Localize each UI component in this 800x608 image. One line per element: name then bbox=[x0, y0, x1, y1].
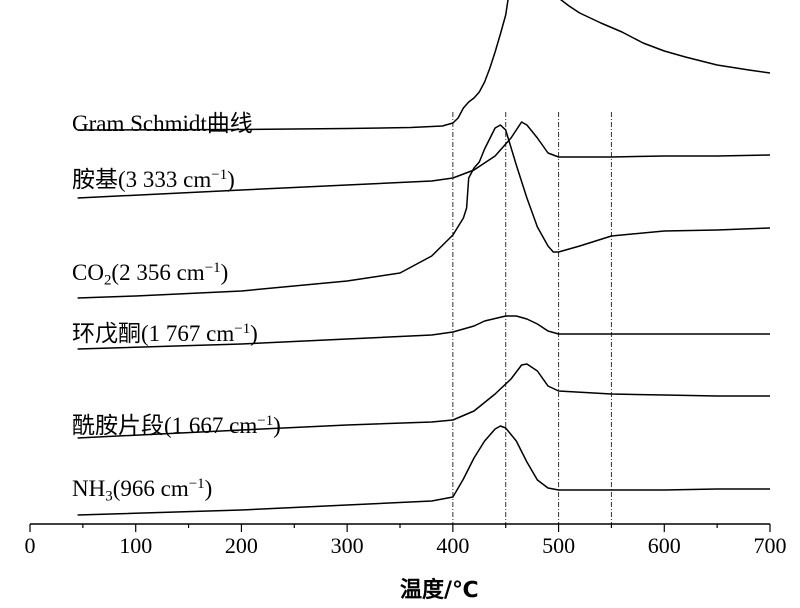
series-label-2: CO2(2 356 cm−1) bbox=[72, 260, 229, 289]
x-tick-label: 300 bbox=[331, 533, 364, 558]
x-tick-label: 600 bbox=[648, 533, 681, 558]
x-tick-label: 500 bbox=[542, 533, 575, 558]
series-curve-5 bbox=[77, 425, 770, 516]
series-curves bbox=[77, 0, 771, 516]
x-tick-label: 0 bbox=[25, 533, 36, 558]
series-curve-4 bbox=[77, 363, 770, 439]
x-axis-title: 温度/℃ bbox=[400, 578, 479, 603]
series-label-1: 胺基(3 333 cm−1) bbox=[72, 166, 235, 192]
series-curve-3 bbox=[77, 315, 770, 350]
x-tick-label: 700 bbox=[754, 533, 787, 558]
x-tick-label: 200 bbox=[225, 533, 258, 558]
x-axis: 0 100 200 300 400 500 600 700 bbox=[25, 523, 787, 558]
x-tick-label: 400 bbox=[436, 533, 469, 558]
series-curve-0 bbox=[77, 0, 771, 131]
series-label-3: 环戊酮(1 767 cm−1) bbox=[72, 320, 258, 346]
series-label-4: 酰胺片段(1 667 cm−1) bbox=[72, 412, 281, 438]
series-curve-2 bbox=[77, 124, 771, 299]
series-curve-1 bbox=[77, 121, 771, 199]
reference-lines bbox=[452, 112, 612, 524]
x-tick-label: 100 bbox=[119, 533, 152, 558]
series-label-5: NH3(966 cm−1) bbox=[72, 476, 213, 505]
series-label-0: Gram Schmidt曲线 bbox=[72, 111, 253, 136]
